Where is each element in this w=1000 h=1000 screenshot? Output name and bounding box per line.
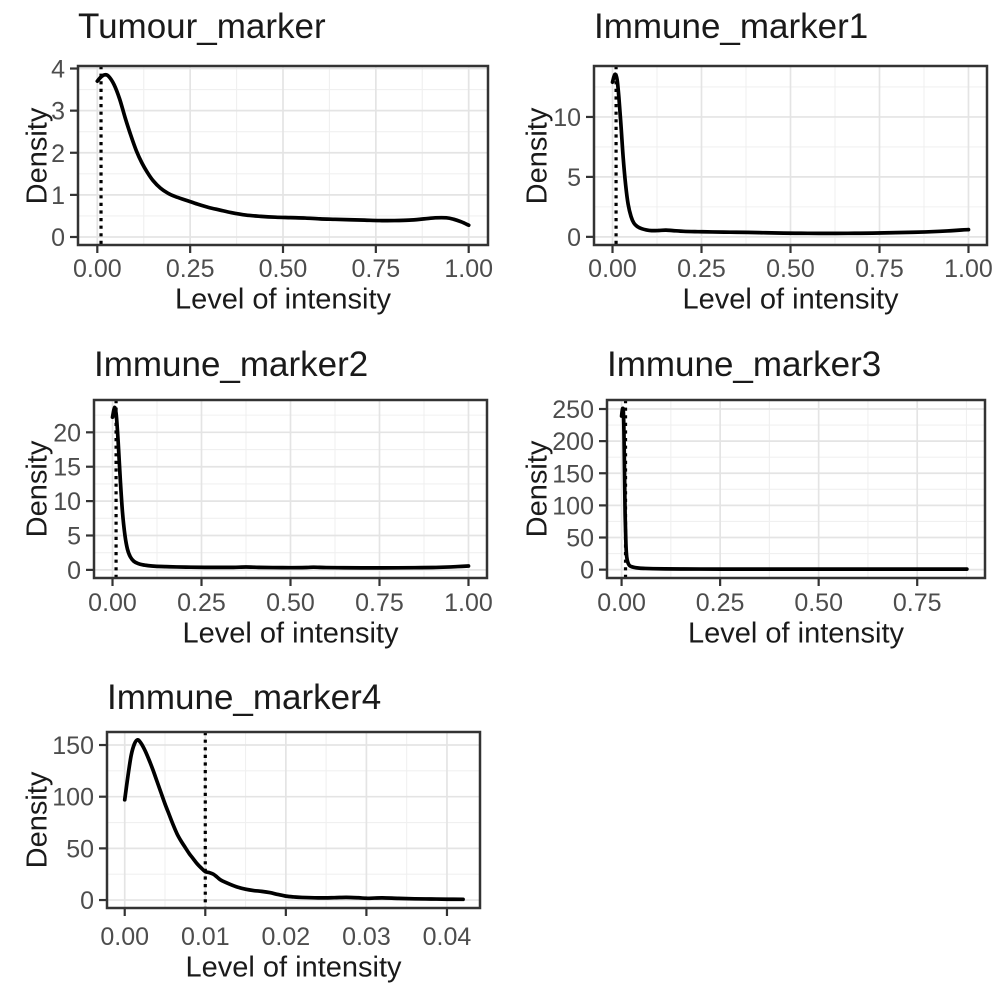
x-tick-label: 0.25 xyxy=(177,589,226,617)
y-tick-label: 100 xyxy=(52,784,94,812)
y-tick-label: 150 xyxy=(52,732,94,760)
x-tick-label: 0.50 xyxy=(266,589,315,617)
immune-marker2-density-plot: 0.00 0.25 0.50 0.75 1.00 0 5 10 15 20 xyxy=(53,398,493,617)
x-tick-label: 0.04 xyxy=(423,923,472,951)
x-tick-label: 0.01 xyxy=(181,923,230,951)
x-tick-label: 1.00 xyxy=(944,255,993,283)
x-tick-label: 0.50 xyxy=(766,255,815,283)
x-tick-label: 0.50 xyxy=(794,589,843,617)
x-axis-title: Level of intensity xyxy=(182,617,399,650)
facet-title: Immune_marker1 xyxy=(594,7,869,46)
y-tick-label: 150 xyxy=(552,460,594,488)
x-tick-label: 0.00 xyxy=(588,255,637,283)
tumour-marker-density-plot: 0.00 0.25 0.50 0.75 1.00 0 1 2 3 4 xyxy=(51,56,493,283)
facet-title: Immune_marker2 xyxy=(94,345,369,384)
x-axis-title: Level of intensity xyxy=(682,283,899,316)
x-tick-label: 0.75 xyxy=(352,255,401,283)
x-tick-label: 1.00 xyxy=(444,589,493,617)
density-curve xyxy=(122,738,465,902)
x-tick-label: 0.50 xyxy=(259,255,308,283)
x-axis-title: Level of intensity xyxy=(185,951,402,984)
y-tick-label: 50 xyxy=(66,835,94,863)
x-tick-label: 0.75 xyxy=(893,589,942,617)
facet-title: Tumour_marker xyxy=(78,7,326,46)
y-tick-label: 0 xyxy=(580,557,594,585)
facet-immune-marker4: Immune_marker4 Density 0.00 0.01 0.02 0.03 0… xyxy=(0,660,500,1000)
y-tick-label: 0 xyxy=(567,224,581,252)
y-tick-label: 100 xyxy=(552,492,594,520)
y-tick-label: 1 xyxy=(51,182,65,210)
immune-marker3-density-plot: 0.00 0.25 0.50 0.75 0 50 100 150 200 250 xyxy=(552,396,987,617)
x-tick-label: 0.00 xyxy=(100,923,149,951)
immune-marker4-density-plot: 0.00 0.01 0.02 0.03 0.04 0 50 100 150 xyxy=(52,730,482,951)
y-tick-label: 5 xyxy=(67,522,81,550)
x-tick-label: 0.75 xyxy=(355,589,404,617)
x-tick-label: 0.25 xyxy=(677,255,726,283)
x-tick-label: 0.00 xyxy=(73,255,122,283)
x-tick-label: 0.25 xyxy=(696,589,745,617)
y-tick-label: 0 xyxy=(51,224,65,252)
panel-border xyxy=(105,730,482,910)
y-tick-label: 0 xyxy=(80,887,94,915)
facet-immune-marker3: Immune_marker3 Density 0.00 0.25 0.50 0.75 0… xyxy=(500,330,1000,660)
y-tick-label: 4 xyxy=(51,56,65,84)
facet-title: Immune_marker4 xyxy=(107,678,382,717)
facet-immune-marker2: Immune_marker2 Density 0.00 0.25 0.50 0.75 1… xyxy=(0,330,500,660)
x-axis-title: Level of intensity xyxy=(687,617,905,650)
facet-immune-marker1: Immune_marker1 Density 0.00 0.25 0.50 0.75 1… xyxy=(500,0,1000,330)
y-tick-label: 15 xyxy=(53,454,81,482)
x-tick-label: 0.02 xyxy=(262,923,311,951)
density-curve xyxy=(619,406,969,571)
y-tick-label: 200 xyxy=(552,428,594,456)
y-tick-label: 0 xyxy=(67,557,81,585)
y-tick-label: 10 xyxy=(553,104,581,132)
y-tick-label: 20 xyxy=(53,419,81,447)
y-tick-label: 2 xyxy=(51,140,65,168)
panel-border xyxy=(605,398,987,580)
immune-marker1-density-plot: 0.00 0.25 0.50 0.75 1.00 0 5 10 xyxy=(553,64,993,283)
x-tick-label: 0.00 xyxy=(597,589,646,617)
density-curve xyxy=(110,405,471,570)
x-tick-label: 0.03 xyxy=(342,923,391,951)
facet-tumour-marker: Tumour_marker Density 0.00 0.25 0.50 0.75 1.… xyxy=(0,0,500,330)
x-tick-label: 1.00 xyxy=(444,255,493,283)
y-tick-label: 5 xyxy=(567,164,581,192)
density-curve xyxy=(610,72,971,236)
y-tick-label: 3 xyxy=(51,98,65,126)
x-tick-label: 0.75 xyxy=(855,255,904,283)
y-tick-label: 50 xyxy=(566,525,594,553)
y-tick-label: 10 xyxy=(53,488,81,516)
y-tick-label: 250 xyxy=(552,396,594,424)
facet-title: Immune_marker3 xyxy=(607,345,882,384)
x-axis-title: Level of intensity xyxy=(174,283,392,316)
x-tick-label: 0.00 xyxy=(88,589,137,617)
x-tick-label: 0.25 xyxy=(166,255,215,283)
density-curve xyxy=(95,72,471,228)
